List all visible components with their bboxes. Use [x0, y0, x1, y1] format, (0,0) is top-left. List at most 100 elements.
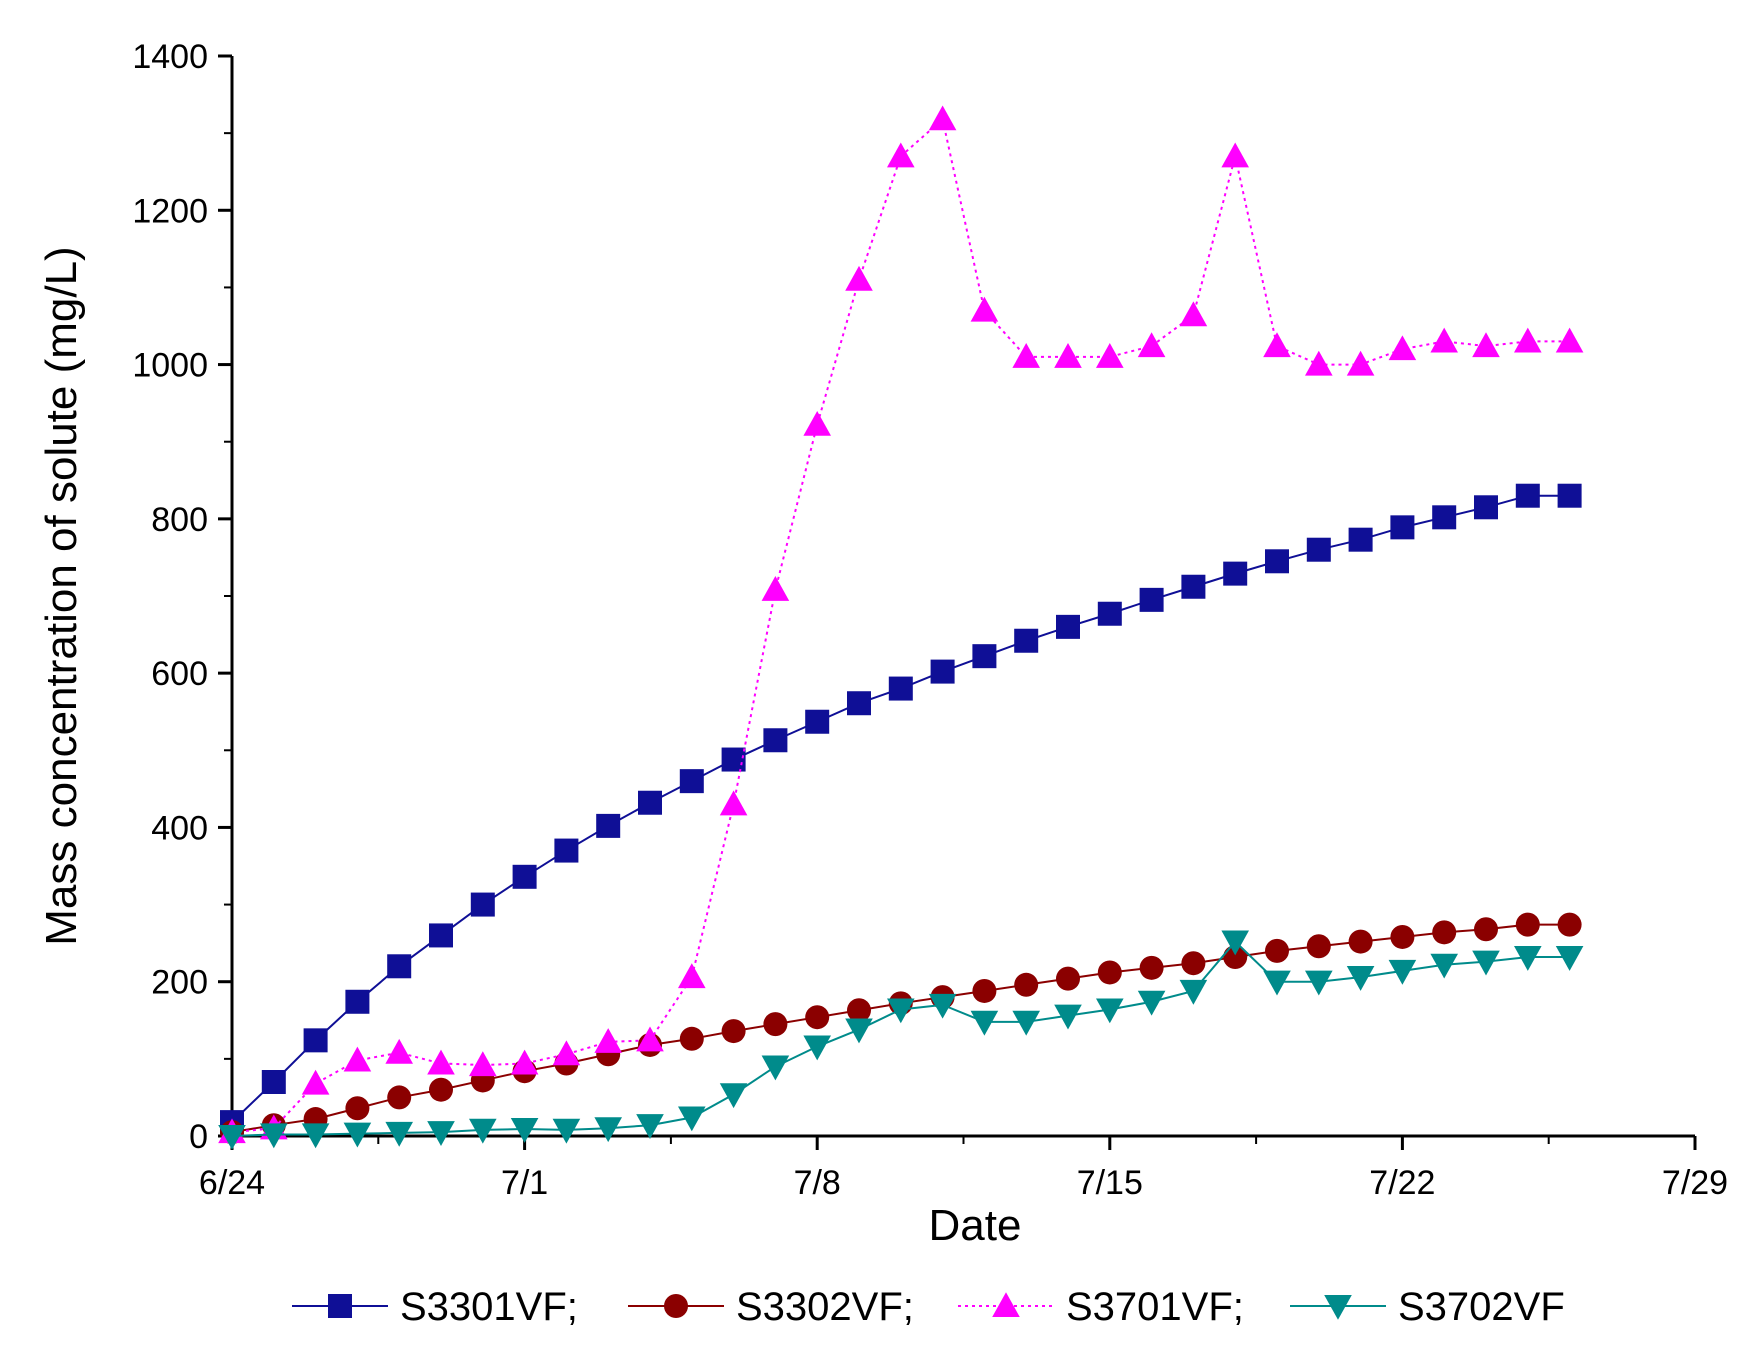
legend-marker — [992, 1292, 1020, 1318]
y-axis-title: Mass concentration of solute (mg/L) — [37, 246, 86, 945]
data-point-S3702VF — [594, 1117, 622, 1143]
data-point-S3301VF — [1348, 527, 1373, 552]
data-point-S3702VF — [1221, 930, 1249, 956]
legend-label: S3702VF — [1398, 1285, 1565, 1329]
data-point-S3301VF — [303, 1028, 328, 1053]
data-point-S3702VF — [552, 1118, 581, 1144]
data-point-S3702VF — [1137, 990, 1166, 1016]
series-line-S3701VF — [231, 117, 1570, 1134]
data-point-S3701VF — [385, 1038, 413, 1064]
data-point-S3301VF — [1557, 483, 1582, 508]
data-point-S3301VF — [721, 747, 746, 772]
legend-item-S3702VF: S3702VF — [1290, 1285, 1565, 1329]
data-point-S3301VF — [512, 864, 537, 889]
data-point-S3301VF — [1181, 574, 1206, 599]
data-point-S3702VF — [761, 1055, 790, 1081]
data-point-S3302VF — [847, 998, 871, 1023]
data-point-S3301VF — [1265, 549, 1289, 574]
data-point-S3702VF — [343, 1122, 372, 1148]
data-point-S3702VF — [1430, 953, 1458, 979]
data-point-S3702VF — [427, 1121, 455, 1146]
data-point-S3702VF — [1054, 1004, 1082, 1030]
data-point-S3701VF — [761, 576, 790, 601]
series-layer — [218, 105, 1584, 1150]
data-point-S3702VF — [260, 1123, 288, 1149]
data-point-S3701VF — [970, 296, 999, 322]
data-point-S3302VF — [1432, 920, 1457, 945]
y-tick-label: 1200 — [132, 192, 208, 230]
x-tick-label: 7/29 — [1662, 1164, 1728, 1202]
data-point-S3702VF — [887, 998, 915, 1024]
data-point-S3302VF — [1014, 972, 1039, 997]
data-point-S3701VF — [1221, 142, 1249, 168]
data-point-S3702VF — [1472, 950, 1500, 976]
series-line-S3301VF — [231, 494, 1570, 1123]
data-point-S3702VF — [469, 1118, 497, 1144]
y-tick-label: 1400 — [132, 38, 208, 76]
x-tick-label: 7/8 — [794, 1164, 841, 1202]
data-point-S3701VF — [1263, 332, 1291, 358]
series-S3702VF — [218, 930, 1584, 1150]
data-point-S3701VF — [510, 1049, 539, 1075]
data-point-S3701VF — [552, 1040, 581, 1066]
data-point-S3701VF — [1179, 301, 1208, 327]
legend-marker — [1324, 1294, 1352, 1320]
data-point-S3701VF — [594, 1028, 622, 1053]
data-point-S3302VF — [1139, 955, 1164, 980]
data-point-S3702VF — [928, 993, 957, 1019]
data-point-S3302VF — [805, 1005, 830, 1030]
data-point-S3701VF — [1388, 335, 1417, 361]
data-point-S3302VF — [387, 1085, 412, 1110]
data-point-S3302VF — [1515, 912, 1540, 937]
data-point-S3701VF — [301, 1069, 330, 1095]
data-point-S3301VF — [1014, 628, 1039, 653]
data-point-S3301VF — [1515, 483, 1540, 508]
data-point-S3702VF — [678, 1106, 706, 1132]
data-point-S3301VF — [1056, 614, 1080, 639]
data-point-S3701VF — [1012, 343, 1040, 368]
data-point-S3301VF — [888, 676, 913, 701]
data-point-S3701VF — [887, 142, 915, 168]
y-tick-label: 1000 — [132, 347, 208, 385]
data-point-S3701VF — [1305, 350, 1333, 376]
data-point-S3302VF — [1348, 929, 1373, 954]
data-point-S3302VF — [763, 1012, 788, 1037]
x-axis-title: Date — [929, 1201, 1022, 1250]
data-point-S3301VF — [847, 691, 871, 716]
data-point-S3301VF — [1139, 587, 1164, 612]
data-point-S3702VF — [1388, 959, 1417, 985]
data-point-S3302VF — [1223, 945, 1248, 970]
legend-marker — [664, 1294, 688, 1318]
data-point-S3702VF — [510, 1118, 539, 1143]
data-point-S3701VF — [427, 1049, 455, 1075]
data-point-S3301VF — [261, 1070, 286, 1094]
data-point-S3701VF — [1054, 343, 1082, 368]
legend-label: S3701VF; — [1066, 1285, 1244, 1329]
series-line-S3302VF — [231, 923, 1570, 1134]
data-point-S3701VF — [343, 1046, 372, 1072]
data-point-S3302VF — [1390, 924, 1415, 949]
y-ticks: 0 200 400 600 800 1000 1200 1400 — [132, 38, 232, 1156]
data-point-S3301VF — [805, 709, 830, 734]
x-tick-label: 6/24 — [199, 1164, 265, 1202]
data-point-S3702VF — [636, 1114, 664, 1139]
x-tick-label: 7/15 — [1077, 1164, 1143, 1202]
data-point-S3302VF — [1265, 938, 1289, 963]
legend-marker — [328, 1294, 352, 1318]
data-point-S3301VF — [554, 838, 579, 863]
legend-item-S3301VF: S3301VF; — [292, 1285, 578, 1329]
data-point-S3302VF — [1557, 912, 1582, 937]
data-point-S3702VF — [845, 1018, 873, 1044]
data-point-S3702VF — [218, 1124, 246, 1150]
data-point-S3302VF — [721, 1019, 746, 1044]
data-point-S3301VF — [429, 923, 453, 948]
data-point-S3301VF — [763, 728, 788, 753]
data-point-S3702VF — [719, 1083, 748, 1109]
data-point-S3702VF — [970, 1010, 999, 1036]
y-tick-label: 200 — [151, 964, 208, 1002]
data-point-S3702VF — [1012, 1010, 1040, 1036]
data-point-S3301VF — [1097, 601, 1122, 626]
data-point-S3701VF — [1514, 327, 1542, 353]
data-point-S3301VF — [1474, 495, 1498, 520]
